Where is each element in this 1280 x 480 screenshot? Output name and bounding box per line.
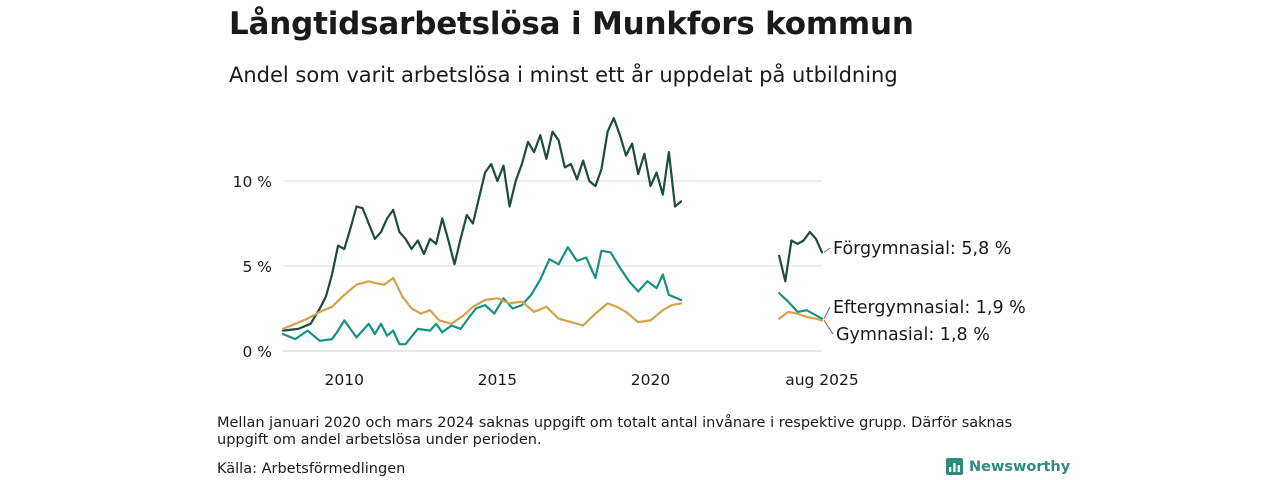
x-tick-label: 2020 [631, 371, 670, 389]
y-tick-label: 0 % [242, 343, 272, 361]
end-label-connector [823, 247, 831, 253]
y-tick-label: 10 % [233, 173, 272, 191]
bar-chart-logo-icon [946, 458, 963, 475]
brand-name: Newsworthy [969, 458, 1071, 475]
y-axis-ticks: 0 % 5 % 10 % [233, 173, 272, 361]
line-chart: 0 % 5 % 10 % 2010 2015 2020 aug 2025 Förgymna… [233, 117, 1026, 389]
end-label-connector [823, 320, 834, 335]
end-label-gymnasial: Gymnasial: 1,8 % [836, 325, 990, 345]
y-tick-label: 5 % [242, 258, 272, 276]
end-labels: Förgymnasial: 5,8 % Eftergymnasial: 1,9 %… [823, 239, 1026, 345]
x-tick-label: 2015 [478, 371, 517, 389]
series-lines [281, 117, 824, 346]
series-line-förgymnasial-1 [778, 230, 824, 283]
footnote: Mellan januari 2020 och mars 2024 saknas… [217, 415, 1013, 448]
gridlines [283, 180, 822, 352]
end-label-eftergymnasial: Eftergymnasial: 1,9 % [833, 298, 1026, 318]
page-title: Långtidsarbetslösa i Munkfors kommun [229, 6, 914, 42]
series-line-gymnasial-1 [778, 310, 824, 322]
x-tick-label: aug 2025 [785, 371, 859, 389]
end-label-förgymnasial: Förgymnasial: 5,8 % [833, 239, 1011, 259]
x-axis-ticks: 2010 2015 2020 aug 2025 [325, 371, 859, 389]
chart-subtitle: Andel som varit arbetslösa i minst ett å… [229, 63, 898, 87]
series-line-förgymnasial-0 [281, 117, 683, 332]
x-tick-label: 2010 [325, 371, 364, 389]
series-line-gymnasial-0 [281, 276, 683, 330]
brand-logo[interactable]: Newsworthy [946, 458, 1070, 475]
end-label-connector [823, 306, 831, 319]
source-text: Källa: Arbetsförmedlingen [217, 461, 406, 477]
series-line-eftergymnasial-1 [778, 292, 824, 320]
series-line-eftergymnasial-0 [281, 246, 683, 346]
